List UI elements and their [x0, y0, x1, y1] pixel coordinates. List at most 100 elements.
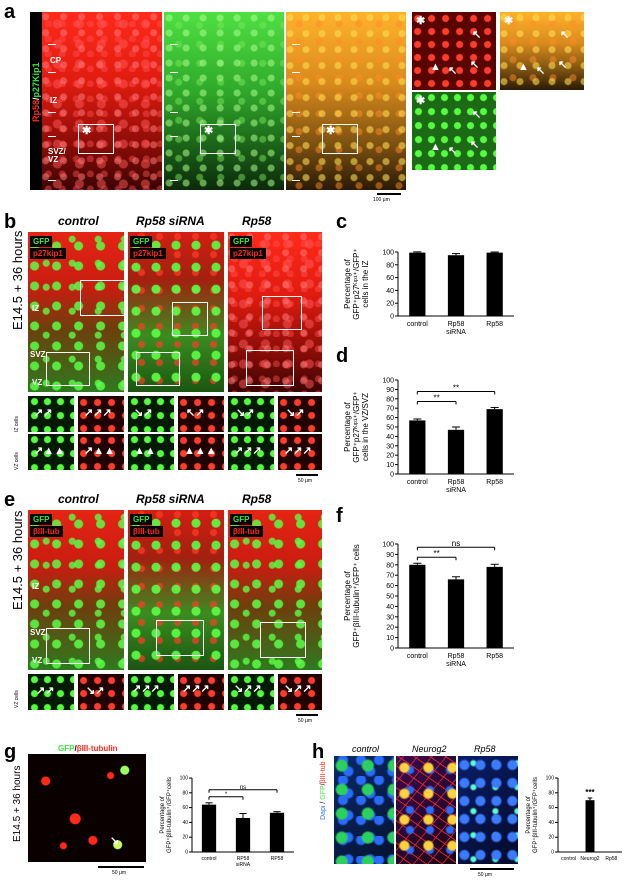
y-axis-label: GFP⁺p27ᴷᶦᵖ¹⁺/GFP⁺: [352, 391, 361, 462]
channel-btub: βIII-tub: [230, 526, 263, 537]
significance-label: ***: [585, 788, 595, 797]
panel-label-g: g: [4, 741, 17, 763]
inset-box: [46, 352, 90, 386]
x-tick-label: Neurog2: [580, 856, 599, 862]
x-tick-label: Rp58: [448, 653, 465, 660]
y-axis-label: Percentage of: [343, 401, 352, 452]
y-axis-label: Percentage of: [343, 258, 352, 309]
y-tick-label: 30: [386, 614, 394, 621]
y-axis-label: GFP⁺βIII-tubulin⁺/GFP⁺cells: [166, 777, 173, 853]
zoom-red: ↗↗↗: [178, 674, 224, 710]
bar: [201, 804, 217, 852]
h-condition-neurog2: Neurog2: [412, 744, 447, 754]
zoom-green: ↗↗↗: [228, 434, 274, 470]
asterisk-icon: ✱: [204, 125, 214, 137]
chart-h: Percentage of GFP⁺βIII-tubulin⁺/GFP⁺cells…: [526, 776, 622, 862]
bar: [486, 252, 503, 316]
chart-f: Percentage of GFP⁺βIII-tubulin⁺/GFP⁺ cell…: [343, 539, 514, 668]
y-tick-label: 10: [386, 462, 394, 469]
arrow-icon: ↖: [448, 65, 458, 77]
panel-b-image-control: GFP p27kip1 IZ SVZ VZ: [28, 232, 124, 392]
bar: [269, 812, 285, 852]
zoom-red: ↗▲▲: [78, 434, 124, 470]
h-condition-control: control: [352, 744, 380, 754]
zoom-red: ↘↗↗: [278, 674, 322, 710]
zone-iz: IZ: [50, 96, 58, 105]
zoom-green: ↘↗: [128, 396, 174, 432]
bar: [409, 252, 426, 316]
panel-label-a: a: [4, 1, 16, 23]
zoom-green: ↗↗: [28, 396, 74, 432]
x-tick-label: control: [407, 479, 428, 486]
asterisk-icon: ✱: [326, 125, 336, 137]
panel-e-image-control: GFP βIII-tub IZ SVZ VZ: [28, 510, 124, 670]
side-label-e: E14.5 + 36 hours: [10, 510, 25, 610]
x-tick-label: siRNA: [446, 487, 466, 494]
h-label-dapi: Dapi: [320, 805, 327, 820]
y-tick-label: 100: [382, 542, 394, 549]
channel-gfp: GFP: [130, 514, 153, 525]
significance-label: **: [434, 549, 440, 558]
row-label-iz-cells: IZ cells: [14, 416, 20, 432]
panel-g-title: GFP/βIII-tubulin: [58, 744, 118, 753]
bar: [447, 429, 465, 474]
y-tick-label: 70: [386, 573, 394, 580]
condition-rp58-sirna: Rp58 siRNA: [136, 214, 205, 228]
channel-gfp: GFP: [230, 514, 253, 525]
zoom-green: ↗▲▲: [28, 434, 74, 470]
bar: [409, 420, 426, 474]
condition-rp58: Rp58: [242, 492, 272, 506]
zoom-green: ↗↗: [28, 674, 74, 710]
channel-gfp: GFP: [30, 236, 53, 247]
y-tick-label: 40: [386, 604, 394, 611]
x-tick-label: RP58: [237, 856, 250, 862]
y-tick-label: 80: [182, 790, 188, 796]
y-tick-label: 60: [386, 583, 394, 590]
arrowhead-icon: ▲: [430, 61, 441, 73]
y-tick-label: 20: [182, 835, 188, 841]
bar: [447, 255, 465, 316]
x-tick-label: siRNA: [446, 661, 466, 668]
x-tick-label: Rp58: [605, 856, 617, 862]
x-tick-label: Rp58: [486, 321, 503, 328]
inset-box: [246, 350, 294, 386]
y-axis-label: Percentage of: [526, 796, 532, 834]
inset-box: [322, 124, 358, 154]
bar: [486, 409, 503, 474]
scale-label-h: 50 μm: [478, 872, 492, 878]
h-side-label: Dapi / GFP/βIII-tub: [320, 761, 327, 820]
y-tick-label: 80: [548, 790, 554, 796]
zone-svz-vz: SVZ/ VZ: [48, 147, 66, 164]
inset-box: [78, 124, 114, 154]
panel-label-d: d: [336, 345, 349, 367]
bar: [235, 817, 251, 852]
condition-rp58: Rp58: [242, 214, 272, 228]
h-image-control: [334, 756, 394, 864]
panel-label-f: f: [336, 505, 343, 527]
panel-a-green-image: ✱: [164, 12, 284, 190]
scale-bar: [470, 868, 514, 870]
y-axis-label: GFP⁺βIII-tubulin⁺/GFP⁺ cells: [352, 544, 361, 648]
y-tick-label: 0: [390, 472, 394, 479]
y-tick-label: 90: [386, 552, 394, 559]
y-tick-label: 70: [386, 406, 394, 413]
y-tick-label: 0: [185, 850, 188, 856]
x-tick-label: control: [561, 856, 576, 862]
y-tick-label: 60: [386, 415, 394, 422]
panel-label-e: e: [4, 489, 16, 511]
bar: [447, 579, 465, 648]
y-tick-label: 40: [386, 288, 394, 295]
y-tick-label: 30: [386, 443, 394, 450]
y-tick-label: 90: [386, 387, 394, 394]
rp58-label: Rp58: [31, 99, 41, 122]
y-tick-label: 100: [180, 776, 189, 782]
y-axis-label: GFP⁺βIII-tubulin⁺/GFP⁺cells: [532, 777, 539, 853]
inset-box: [262, 296, 302, 330]
zone-vz: VZ: [32, 378, 43, 387]
zoom-red: ↗↗↗: [278, 434, 322, 470]
inset-box: [156, 620, 204, 656]
y-tick-label: 80: [386, 396, 394, 403]
zoom-green: ↗↗↗: [128, 674, 174, 710]
h-label-btub: βIII-tub: [320, 761, 327, 784]
y-axis-label: Percentage of: [343, 570, 352, 621]
